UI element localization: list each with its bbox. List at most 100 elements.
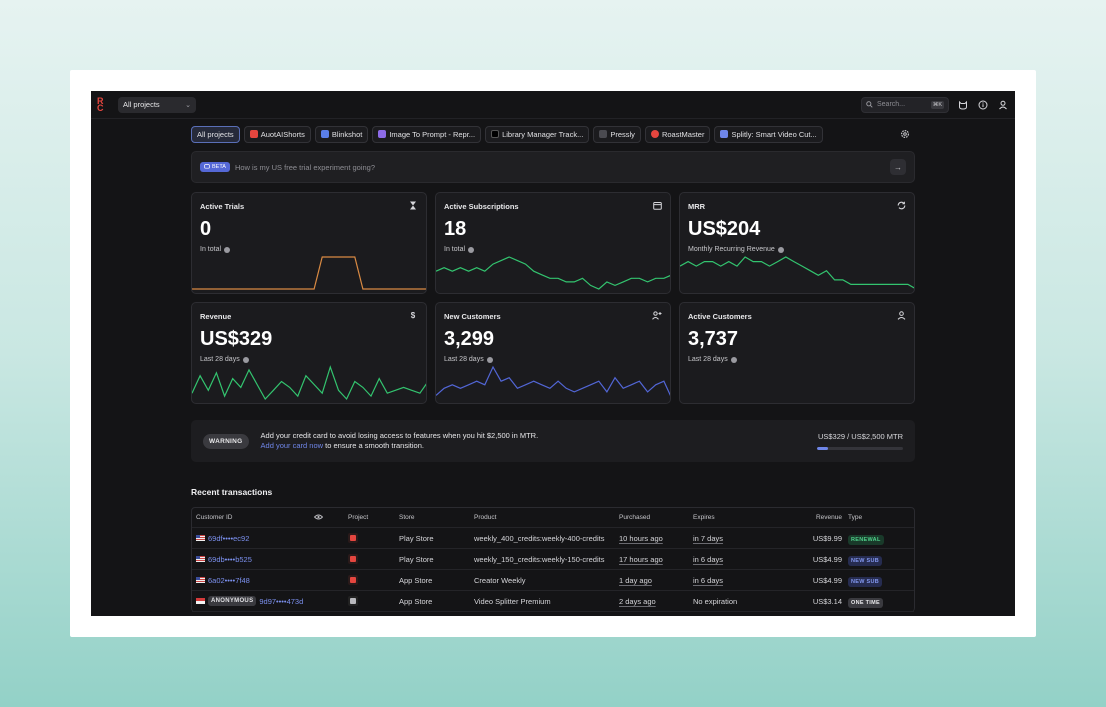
project-select[interactable]: All projects ⌄ xyxy=(118,96,196,113)
card-title: MRR xyxy=(688,202,706,211)
customer-id-link[interactable]: 69df••••ec92 xyxy=(208,533,250,543)
expires-time[interactable]: in 6 days xyxy=(693,575,724,585)
account-icon[interactable] xyxy=(997,99,1009,111)
tab-label: Library Manager Track... xyxy=(502,129,584,139)
expires-cell: in 6 days xyxy=(693,576,777,585)
card-subtitle-text: In total xyxy=(444,246,466,253)
card-active-trials[interactable]: Active Trials 0 In total xyxy=(191,192,427,294)
tab-label: Pressly xyxy=(610,129,635,139)
warning-line-2: Add your card now to ensure a smooth tra… xyxy=(261,441,539,451)
col-type[interactable]: Type xyxy=(848,514,863,521)
col-revenue[interactable]: Revenue xyxy=(815,514,842,521)
gear-icon[interactable] xyxy=(899,128,911,140)
mrr-sparkline xyxy=(680,256,914,289)
search-icon xyxy=(866,101,873,108)
info-icon[interactable] xyxy=(468,246,475,253)
col-customer-id[interactable]: Customer ID xyxy=(196,514,233,521)
col-store[interactable]: Store xyxy=(399,514,415,521)
revenue-sparkline xyxy=(192,365,426,401)
warning-line-2-text: to ensure a smooth transition. xyxy=(323,441,424,450)
card-subtitle-text: Last 28 days xyxy=(688,356,728,363)
refresh-icon xyxy=(896,200,906,210)
eye-icon[interactable] xyxy=(313,514,348,522)
mtr-progress-fill xyxy=(817,447,829,450)
tab-pressly[interactable]: Pressly xyxy=(593,125,641,143)
transactions-table: Customer ID Project Store Product Purcha… xyxy=(191,507,915,612)
table-row[interactable]: 69df••••ec92 Play Store weekly_400_credi… xyxy=(192,528,914,549)
table-row[interactable]: ANONYMOUS 9d97••••473d App Store Video S… xyxy=(192,591,914,612)
revenue-cell: US$3.14 xyxy=(812,596,842,606)
card-title: Active Trials xyxy=(200,202,245,211)
customer-id-link[interactable]: 6a02••••7f48 xyxy=(208,575,250,585)
logo-letter-r: R xyxy=(97,95,104,106)
col-product[interactable]: Product xyxy=(474,514,497,521)
col-project[interactable]: Project xyxy=(348,514,369,521)
splitly-app-icon xyxy=(348,596,358,606)
new-customers-sparkline xyxy=(436,365,670,397)
card-subtitle: Monthly Recurring Revenue xyxy=(688,246,784,253)
billing-warning: WARNING Add your credit card to avoid lo… xyxy=(191,420,915,462)
tab-all-projects[interactable]: All projects xyxy=(191,125,240,143)
tab-library-manager[interactable]: Library Manager Track... xyxy=(485,125,590,143)
card-value: US$204 xyxy=(688,218,761,240)
subscriptions-sparkline xyxy=(436,256,670,290)
purchased-time[interactable]: 17 hours ago xyxy=(619,554,663,564)
product-cell: Video Splitter Premium xyxy=(474,596,551,606)
customer-id-link[interactable]: 9d97••••473d xyxy=(259,596,304,606)
app-icon xyxy=(491,130,500,138)
card-revenue[interactable]: Revenue $ US$329 Last 28 days xyxy=(191,302,427,404)
revenue-cell: US$4.99 xyxy=(812,554,842,564)
tab-label: All projects xyxy=(197,129,234,139)
project-cell xyxy=(348,575,399,585)
search-input[interactable]: Search... ⌘K xyxy=(861,96,949,113)
revenuecat-logo[interactable]: R C xyxy=(97,95,111,113)
tab-auotaishorts[interactable]: AuotAIShorts xyxy=(243,125,311,143)
card-mrr[interactable]: MRR US$204 Monthly Recurring Revenue xyxy=(679,192,915,294)
card-title: New Customers xyxy=(444,312,501,321)
beta-badge: BETA xyxy=(200,162,230,172)
ai-query-input[interactable]: BETA How is my US free trial experiment … xyxy=(191,151,915,183)
sparkline-path xyxy=(680,256,914,289)
project-cell xyxy=(348,596,399,606)
tab-image-to-prompt[interactable]: Image To Prompt - Repr... xyxy=(372,125,482,143)
mtr-progress-bar xyxy=(817,447,903,450)
info-icon[interactable] xyxy=(242,356,249,363)
customer-id-link[interactable]: 69db••••b525 xyxy=(208,554,252,564)
card-active-subscriptions[interactable]: Active Subscriptions 18 In total xyxy=(435,192,671,294)
info-icon[interactable] xyxy=(730,356,737,363)
expires-time[interactable]: in 6 days xyxy=(693,554,724,564)
help-icon[interactable] xyxy=(977,99,989,111)
purchased-time[interactable]: 10 hours ago xyxy=(619,533,663,543)
customer-cell: 6a02••••7f48 xyxy=(192,576,314,585)
tab-splitly[interactable]: Splitly: Smart Video Cut... xyxy=(714,125,823,143)
col-expires[interactable]: Expires xyxy=(693,514,715,521)
add-card-link[interactable]: Add your card now xyxy=(260,441,324,450)
info-icon[interactable] xyxy=(486,356,493,363)
cat-icon[interactable] xyxy=(957,99,969,111)
tab-label: Image To Prompt - Repr... xyxy=(389,129,476,139)
arrow-right-icon[interactable]: → xyxy=(890,159,906,175)
purchased-cell: 1 day ago xyxy=(619,576,693,585)
col-purchased[interactable]: Purchased xyxy=(619,514,651,521)
project-select-label: All projects xyxy=(123,100,160,109)
sparkline-path xyxy=(192,256,426,290)
product-cell: weekly_400_credits:weekly-400-credits xyxy=(474,533,605,543)
tab-blinkshot[interactable]: Blinkshot xyxy=(314,125,369,143)
table-row[interactable]: 6a02••••7f48 App Store Creator Weekly 1 … xyxy=(192,570,914,591)
warning-badge: WARNING xyxy=(203,433,249,449)
card-new-customers[interactable]: New Customers 3,299 Last 28 days xyxy=(435,302,671,404)
auotaishorts-app-icon xyxy=(348,554,358,564)
card-active-customers[interactable]: Active Customers 3,737 Last 28 days xyxy=(679,302,915,404)
purchased-time[interactable]: 1 day ago xyxy=(619,575,652,585)
info-icon[interactable] xyxy=(224,246,231,253)
type-badge: NEW SUB xyxy=(848,555,883,566)
auotaishorts-app-icon xyxy=(348,575,358,585)
tab-roastmaster[interactable]: RoastMaster xyxy=(644,125,711,143)
purchased-time[interactable]: 2 days ago xyxy=(619,596,656,606)
type-cell: NEW SUB xyxy=(842,555,912,566)
dashboard-content: All projects AuotAIShorts Blinkshot Imag… xyxy=(191,125,915,612)
expires-time[interactable]: in 7 days xyxy=(693,533,724,543)
table-row[interactable]: 69db••••b525 Play Store weekly_150_credi… xyxy=(192,549,914,570)
info-icon[interactable] xyxy=(777,246,784,253)
logo-letter-c: C xyxy=(97,102,104,113)
